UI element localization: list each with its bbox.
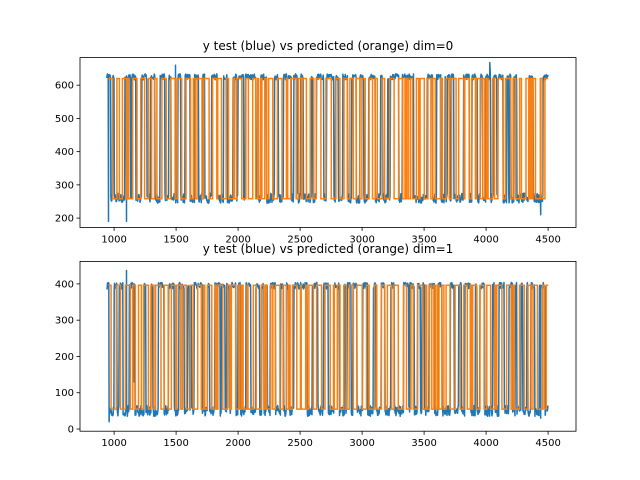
subplot-1-x-tick-label: 4000	[473, 438, 498, 449]
subplot-1-x-tick-label: 3000	[349, 438, 374, 449]
subplot-1-predicted-line	[108, 284, 549, 410]
subplot-1-y-ticks: 0 100 200 300 400	[55, 279, 80, 436]
subplot-1-x-tick-label: 2000	[225, 438, 250, 449]
subplot-0-x-tick-label: 2000	[225, 234, 250, 245]
subplot-1-y-tick-label: 300	[55, 316, 74, 327]
subplot-1-x-ticks: 1000 1500 2000 2500 3000 3500 4000 4500	[101, 431, 561, 449]
subplot-dim-0: y test (blue) vs predicted (orange) dim=…	[55, 39, 577, 245]
subplot-0-x-tick-label: 2500	[287, 234, 312, 245]
subplot-1-title: y test (blue) vs predicted (orange) dim=…	[203, 242, 454, 256]
subplot-1-y-tick-label: 200	[55, 352, 74, 363]
subplot-0-x-tick-label: 1000	[101, 234, 126, 245]
subplot-0-x-tick-label: 3000	[349, 234, 374, 245]
subplot-0-y-tick-label: 600	[55, 81, 74, 92]
subplot-1-y-tick-label: 100	[55, 388, 74, 399]
subplot-1-y-tick-label: 400	[55, 279, 74, 290]
subplot-0-title: y test (blue) vs predicted (orange) dim=…	[203, 39, 454, 53]
subplot-1-x-tick-label: 3500	[411, 438, 436, 449]
subplot-1-x-tick-label: 1000	[101, 438, 126, 449]
subplot-dim-1: y test (blue) vs predicted (orange) dim=…	[55, 242, 577, 449]
subplot-0-x-ticks: 1000 1500 2000 2500 3000 3500 4000 4500	[101, 227, 561, 245]
subplot-1-y-tick-label: 0	[68, 425, 74, 436]
subplot-1-x-tick-label: 1500	[163, 438, 188, 449]
subplot-1-axes-frame	[79, 260, 577, 432]
subplot-0-x-tick-label: 1500	[163, 234, 188, 245]
subplot-0-predicted-line	[108, 77, 549, 200]
subplot-1-y-test-line	[106, 269, 549, 423]
subplot-1-series	[106, 269, 549, 423]
subplot-1-x-tick-label: 2500	[287, 438, 312, 449]
subplot-1-x-tick-label: 4500	[535, 438, 560, 449]
subplot-0-x-tick-label: 3500	[411, 234, 436, 245]
subplot-0-series	[105, 61, 549, 223]
subplot-0-x-tick-label: 4500	[535, 234, 560, 245]
subplot-0-axes-frame	[79, 57, 577, 228]
subplot-0-y-tick-label: 200	[55, 214, 74, 225]
subplot-0-y-ticks: 200 300 400 500 600	[55, 81, 80, 225]
subplot-0-x-tick-label: 4000	[473, 234, 498, 245]
subplot-0-y-tick-label: 500	[55, 114, 74, 125]
subplot-0-y-test-line	[105, 61, 549, 223]
subplot-0-y-tick-label: 400	[55, 147, 74, 158]
subplot-0-y-tick-label: 300	[55, 180, 74, 191]
